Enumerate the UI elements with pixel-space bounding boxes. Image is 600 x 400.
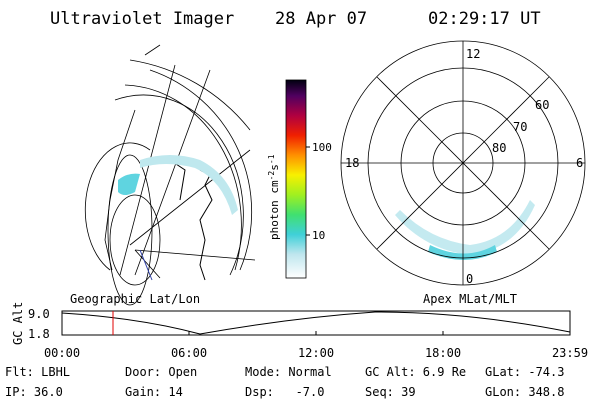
altitude-curve <box>61 311 571 335</box>
info-field: GLat: -74.3 <box>485 365 564 379</box>
x-tick-label: 00:00 <box>44 346 80 360</box>
info-field: Door: Open <box>125 365 197 379</box>
mlt-label: 18 <box>345 156 359 170</box>
info-field: Gain: 14 <box>125 385 183 399</box>
right-label: Apex MLat/MLT <box>423 292 517 306</box>
info-field: Dsp: -7.0 <box>245 385 324 399</box>
info-field: Flt: LBHL <box>5 365 70 379</box>
lat-label: 80 <box>492 141 506 155</box>
info-panel: Flt: LBHL Door: Open Mode: Normal GC Alt: 6… <box>5 365 564 399</box>
info-field: IP: 36.0 <box>5 385 63 399</box>
colorbar-label: photon cm-2s-1 <box>267 154 281 240</box>
time: 02:29:17 UT <box>428 9 541 29</box>
lat-label: 60 <box>535 98 549 112</box>
instrument-title: Ultraviolet Imager <box>50 9 234 29</box>
colorbar-tick-label: 100 <box>312 141 332 154</box>
polar-plot <box>340 40 586 286</box>
y-label: GC Alt <box>11 302 25 345</box>
x-tick-label: 12:00 <box>298 346 334 360</box>
mlt-label: 12 <box>466 47 480 61</box>
info-field: GLon: 348.8 <box>485 385 564 399</box>
x-ticks: 00:00 06:00 12:00 18:00 23:59 <box>44 331 588 360</box>
mlt-label: 0 <box>466 272 473 286</box>
info-field: Mode: Normal <box>245 365 332 379</box>
info-field: GC Alt: 6.9 Re <box>365 365 466 379</box>
info-field: Seq: 39 <box>365 385 416 399</box>
lat-label: 70 <box>513 120 527 134</box>
x-tick-label: 18:00 <box>425 346 461 360</box>
colorbar-tick-label: 10 <box>312 229 325 242</box>
x-tick-label: 06:00 <box>171 346 207 360</box>
x-tick-label: 23:59 <box>552 346 588 360</box>
date: 28 Apr 07 <box>275 9 367 29</box>
colorbar <box>285 79 307 279</box>
y-tick-label: 1.8 <box>28 327 50 341</box>
geographic-map <box>84 44 256 306</box>
mlt-label: 6 <box>576 156 583 170</box>
left-label: Geographic Lat/Lon <box>70 292 200 306</box>
y-tick-label: 9.0 <box>28 307 50 321</box>
